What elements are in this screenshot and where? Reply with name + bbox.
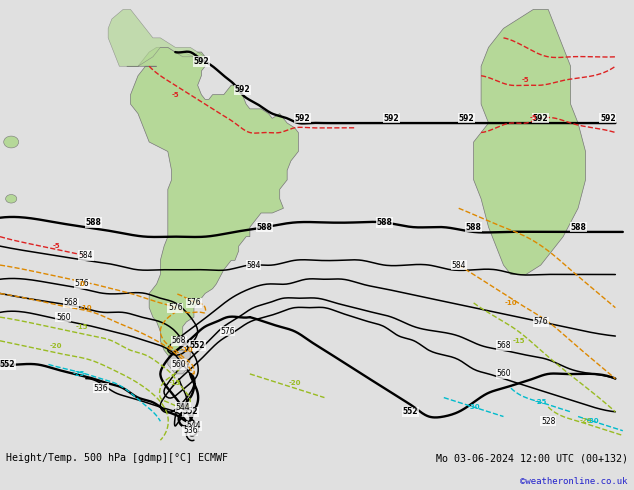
Text: 568: 568	[172, 336, 186, 345]
Text: -5: -5	[522, 77, 529, 83]
Text: 552: 552	[190, 341, 205, 350]
Text: 568: 568	[496, 341, 511, 350]
Text: -10: -10	[505, 300, 517, 306]
Text: -5: -5	[171, 92, 179, 98]
Text: 528: 528	[541, 417, 555, 426]
Text: 536: 536	[183, 426, 198, 435]
Text: -15: -15	[512, 338, 525, 344]
Ellipse shape	[6, 195, 16, 203]
Text: 588: 588	[86, 218, 101, 227]
Text: 584: 584	[79, 251, 93, 260]
Text: 592: 592	[384, 114, 399, 123]
Text: -15: -15	[169, 380, 181, 387]
Text: 584: 584	[247, 261, 261, 270]
Text: 584: 584	[451, 261, 466, 270]
Text: 592: 592	[600, 114, 616, 123]
Text: Mo 03-06-2024 12:00 UTC (00+132): Mo 03-06-2024 12:00 UTC (00+132)	[436, 453, 628, 464]
Text: 588: 588	[466, 222, 482, 232]
Text: 568: 568	[63, 298, 78, 307]
Polygon shape	[108, 9, 205, 66]
Text: -10: -10	[180, 347, 193, 353]
Text: 552: 552	[403, 407, 418, 416]
Text: -30: -30	[467, 404, 480, 410]
Text: -20: -20	[288, 380, 301, 387]
Ellipse shape	[4, 136, 18, 148]
Text: 576: 576	[168, 303, 183, 312]
Text: 592: 592	[294, 114, 310, 123]
Text: 560: 560	[172, 360, 186, 369]
Text: -5: -5	[529, 115, 537, 122]
Text: 592: 592	[533, 114, 548, 123]
Text: 560: 560	[56, 313, 71, 321]
Text: ©weatheronline.co.uk: ©weatheronline.co.uk	[520, 477, 628, 487]
Text: 560: 560	[496, 369, 511, 378]
Text: Height/Temp. 500 hPa [gdmp][°C] ECMWF: Height/Temp. 500 hPa [gdmp][°C] ECMWF	[6, 453, 228, 464]
Text: 552: 552	[0, 360, 15, 369]
Text: -25: -25	[72, 371, 84, 377]
Text: 588: 588	[257, 222, 273, 232]
Text: -30: -30	[586, 418, 599, 424]
Text: 588: 588	[376, 218, 392, 227]
Text: 0: 0	[80, 281, 84, 287]
Polygon shape	[168, 350, 190, 374]
Text: 544: 544	[186, 421, 201, 431]
Text: -20: -20	[579, 418, 592, 424]
Text: -20: -20	[49, 343, 62, 348]
Text: 552: 552	[183, 407, 198, 416]
Text: 588: 588	[570, 222, 586, 232]
Text: 592: 592	[235, 85, 250, 95]
Text: 592: 592	[458, 114, 474, 123]
Text: 576: 576	[533, 318, 548, 326]
Text: 536: 536	[93, 384, 108, 392]
Text: -5: -5	[52, 243, 60, 249]
Text: 576: 576	[186, 298, 201, 307]
Text: -10: -10	[79, 305, 92, 311]
Text: -25: -25	[534, 399, 547, 405]
Text: 592: 592	[193, 57, 209, 66]
Text: 576: 576	[220, 327, 235, 336]
Polygon shape	[127, 48, 299, 365]
Text: -15: -15	[76, 323, 88, 330]
Polygon shape	[474, 9, 586, 274]
Text: 544: 544	[176, 403, 190, 412]
Text: 576: 576	[75, 279, 89, 289]
